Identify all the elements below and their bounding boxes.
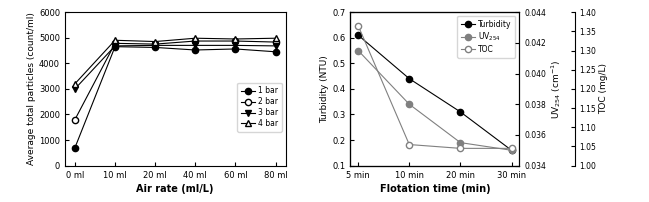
1 bar (232, 48, 239, 50)
Line: Turbidity: Turbidity (355, 32, 515, 153)
4 bar (111, 39, 119, 41)
1 bar (111, 45, 119, 48)
4 bar (191, 37, 199, 39)
Y-axis label: TOC (mg/L): TOC (mg/L) (599, 63, 608, 114)
3 bar (111, 45, 119, 47)
UV$_{254}$ (406, 103, 413, 105)
Y-axis label: Turbidity (NTU): Turbidity (NTU) (321, 55, 330, 123)
Line: TOC: TOC (355, 22, 515, 152)
UV$_{254}$ (508, 149, 515, 152)
Line: 4 bar: 4 bar (72, 35, 278, 87)
Turbidity (354, 34, 362, 36)
Y-axis label: UV$_{254}$ (cm$^{-1}$): UV$_{254}$ (cm$^{-1}$) (548, 59, 563, 119)
3 bar (272, 45, 280, 47)
3 bar (191, 44, 199, 47)
2 bar (71, 118, 79, 121)
Line: 1 bar: 1 bar (72, 44, 278, 151)
1 bar (272, 50, 280, 53)
1 bar (191, 49, 199, 51)
TOC (456, 147, 464, 150)
2 bar (272, 41, 280, 43)
UV$_{254}$ (456, 141, 464, 144)
Turbidity (406, 77, 413, 80)
2 bar (232, 40, 239, 42)
1 bar (151, 46, 159, 49)
4 bar (232, 38, 239, 40)
X-axis label: Flotation time (min): Flotation time (min) (380, 184, 490, 194)
1 bar (71, 146, 79, 149)
2 bar (151, 43, 159, 45)
4 bar (151, 40, 159, 43)
UV$_{254}$ (354, 49, 362, 52)
Line: UV$_{254}$: UV$_{254}$ (355, 47, 515, 153)
2 bar (191, 40, 199, 42)
2 bar (111, 42, 119, 45)
Turbidity (508, 149, 515, 152)
Legend: 1 bar, 2 bar, 3 bar, 4 bar: 1 bar, 2 bar, 3 bar, 4 bar (237, 83, 282, 132)
TOC (354, 24, 362, 27)
Line: 3 bar: 3 bar (72, 42, 278, 92)
Legend: Turbidity, UV$_{254}$, TOC: Turbidity, UV$_{254}$, TOC (458, 16, 515, 58)
X-axis label: Air rate (ml/L): Air rate (ml/L) (136, 184, 214, 194)
3 bar (151, 44, 159, 47)
4 bar (272, 37, 280, 39)
3 bar (232, 44, 239, 47)
Y-axis label: Average total particles (count/ml): Average total particles (count/ml) (27, 13, 36, 165)
3 bar (71, 88, 79, 90)
TOC (508, 147, 515, 150)
4 bar (71, 83, 79, 85)
Line: 2 bar: 2 bar (72, 38, 278, 123)
Turbidity (456, 111, 464, 113)
TOC (406, 143, 413, 146)
